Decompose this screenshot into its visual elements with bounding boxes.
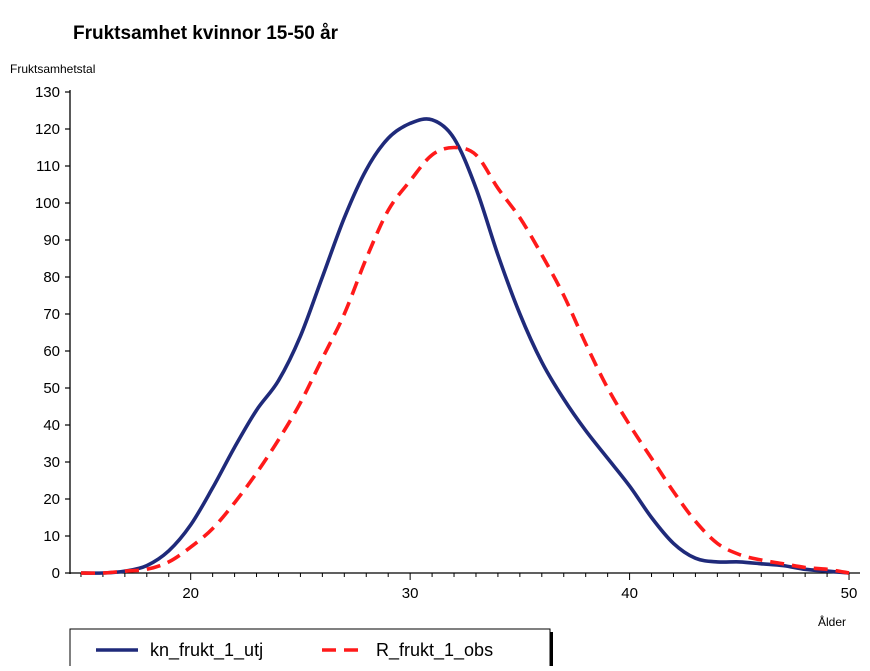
y-tick-label: 100 — [35, 195, 60, 212]
x-tick-label: 20 — [182, 585, 199, 602]
x-tick-label: 30 — [402, 585, 419, 602]
series-line-2 — [80, 145, 850, 575]
y-tick-label: 20 — [43, 491, 60, 508]
y-tick-label: 0 — [52, 565, 60, 582]
y-tick-label: 80 — [43, 269, 60, 286]
series-line-1 — [80, 117, 850, 575]
y-tick-label: 60 — [43, 343, 60, 360]
x-tick-label: 40 — [621, 585, 638, 602]
y-tick-label: 90 — [43, 232, 60, 249]
y-tick-label: 70 — [43, 306, 60, 323]
y-tick-label: 130 — [35, 84, 60, 101]
legend-label-1: kn_frukt_1_utj — [150, 640, 263, 661]
y-tick-label: 120 — [35, 121, 60, 138]
x-axis-label: Ålder — [818, 614, 846, 629]
y-tick-label: 50 — [43, 380, 60, 397]
plot-area: 0 10 20 30 40 50 60 70 80 90 100 110 120 130 20 30 40 50 — [35, 84, 860, 602]
x-tick-label: 50 — [841, 585, 858, 602]
y-tick-label: 30 — [43, 454, 60, 471]
legend: kn_frukt_1_utj R_frukt_1_obs — [69, 628, 553, 671]
y-axis-label: Fruktsamhetstal — [10, 62, 95, 76]
chart-title: Fruktsamhet kvinnor 15-50 år — [73, 23, 339, 44]
y-tick-label: 110 — [36, 158, 60, 175]
y-tick-label: 40 — [43, 417, 60, 434]
y-tick-label: 10 — [43, 528, 60, 545]
legend-label-2: R_frukt_1_obs — [376, 640, 493, 661]
legend-box — [69, 628, 551, 670]
